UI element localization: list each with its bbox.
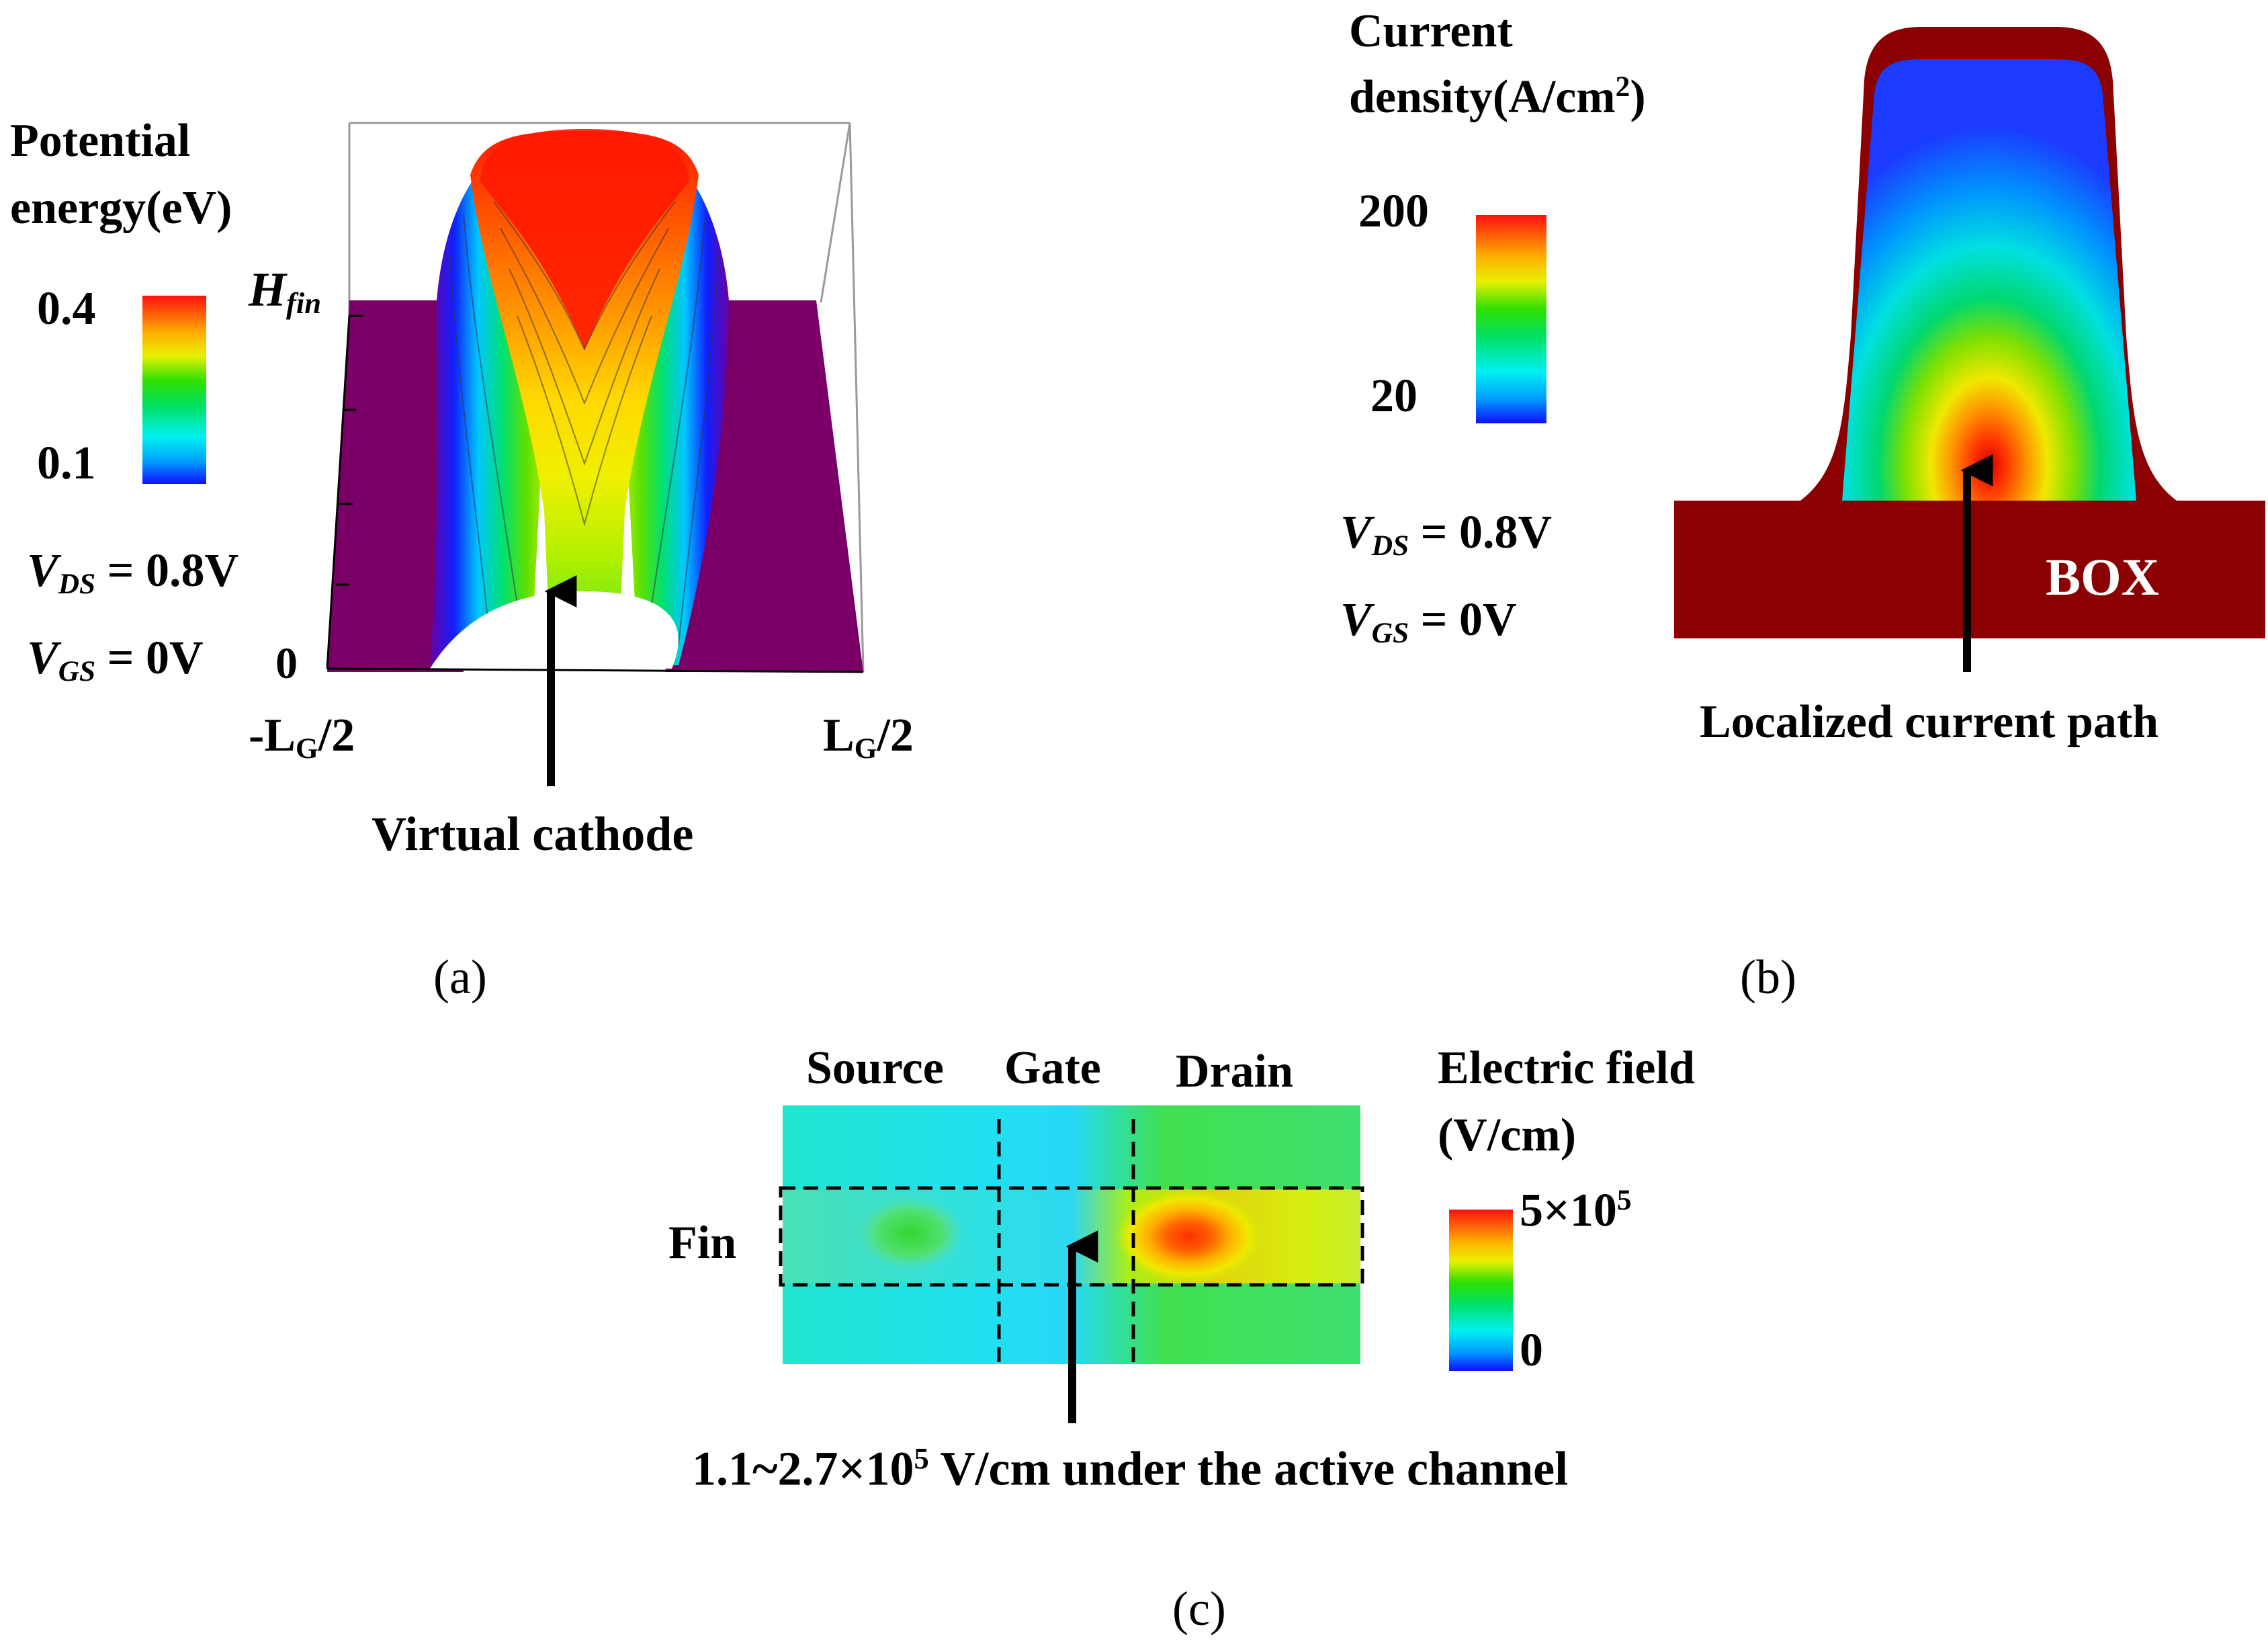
y-axis-top-label: Hfin (249, 263, 322, 321)
colorbar-b-min-label: 20 (1370, 370, 1418, 422)
colorbar-c-max-label: 5×105 (1520, 1184, 1632, 1236)
colorbar-c (1449, 1210, 1513, 1371)
purple-plane (327, 300, 464, 672)
panel-a-vds: VDS = 0.8V (27, 545, 239, 600)
panel-c-plot (779, 1105, 1364, 1423)
region-drain-label: Drain (1176, 1046, 1293, 1097)
panel-c-label: (c) (1172, 1582, 1226, 1636)
panel-b-vgs: VGS = 0V (1340, 594, 1517, 649)
colorbar-a-min-label: 0.1 (37, 437, 96, 489)
panel-a-legend-title-1: Potential (10, 115, 191, 167)
y-axis-bottom-label: 0 (275, 639, 298, 688)
contour-lines (449, 201, 719, 646)
x-axis-right-label: LG/2 (823, 710, 914, 765)
panel-b-legend-title-1: Current (1349, 5, 1513, 57)
box-label: BOX (2046, 548, 2160, 606)
colorbar-a (142, 296, 206, 484)
colorbar-b (1476, 215, 1546, 423)
panel-a-vgs: VGS = 0V (27, 632, 204, 687)
plot-box-lines (348, 122, 865, 673)
source-spot (857, 1196, 964, 1270)
panel-c-legend-title-2: (V/cm) (1438, 1109, 1577, 1161)
region-gate-label: Gate (1004, 1042, 1101, 1094)
panel-a-label: (a) (433, 950, 487, 1004)
colorbar-a-max-label: 0.4 (37, 283, 96, 335)
drain-hotspot (1115, 1189, 1263, 1283)
localized-current-label: Localized current path (1700, 696, 2159, 748)
virtual-cathode-label: Virtual cathode (372, 807, 694, 861)
panel-b-label: (b) (1740, 950, 1796, 1004)
region-source-label: Source (806, 1042, 944, 1094)
panel-a-plot (326, 122, 865, 786)
active-channel-label: 1.1~2.7×105 V/cm under the active channe… (692, 1441, 1569, 1496)
panel-a-legend-title-2: energy(eV) (10, 182, 232, 234)
potential-valley (470, 131, 699, 665)
panel-b-vds: VDS = 0.8V (1340, 507, 1553, 562)
panel-c-legend-title-1: Electric field (1438, 1042, 1695, 1094)
potential-peak (480, 129, 689, 349)
panel-b-legend-title-2: density(A/cm2) (1349, 71, 1646, 123)
x-axis-left-label: -LG/2 (249, 710, 355, 765)
colorbar-b-max-label: 200 (1358, 185, 1429, 237)
axes (326, 314, 864, 673)
fin-current-density (1842, 59, 2136, 501)
colorbar-c-min-label: 0 (1520, 1324, 1543, 1376)
panel-b-plot (1674, 27, 2265, 672)
fin-label: Fin (668, 1217, 737, 1269)
